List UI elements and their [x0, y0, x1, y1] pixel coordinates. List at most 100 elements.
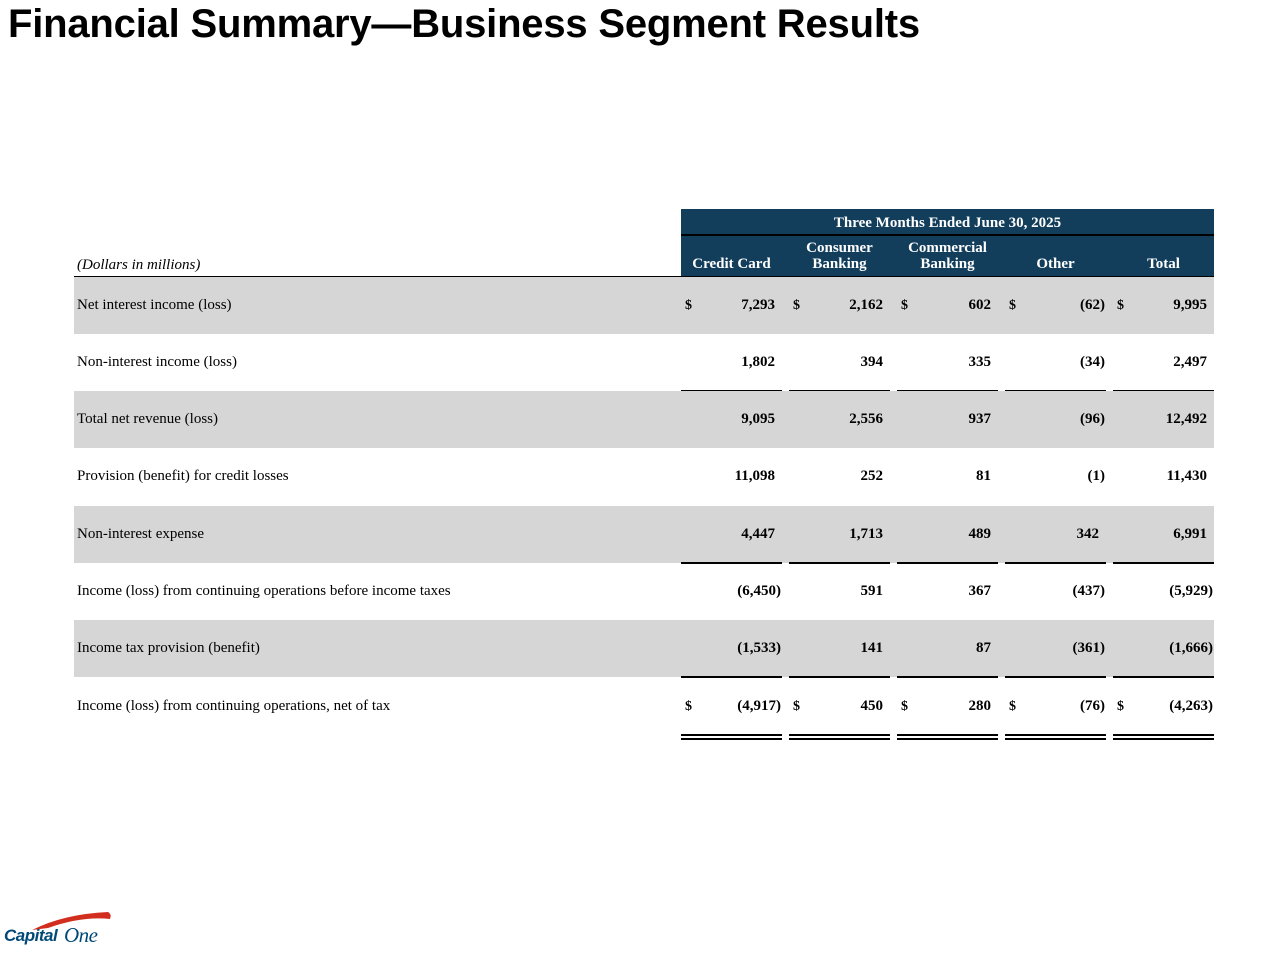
- total-rule: [681, 562, 782, 564]
- table-row: Income tax provision (benefit) (1,533) 141…: [74, 620, 1214, 677]
- row-label: Non-interest income (loss): [77, 354, 237, 370]
- value-cell: 4,447: [741, 526, 775, 542]
- value-cell: 367: [968, 583, 992, 599]
- value-cell: (4,917): [737, 698, 781, 714]
- column-gap: [891, 236, 897, 277]
- column-header-line2: Banking: [920, 256, 975, 272]
- value-cell: 450: [860, 698, 884, 714]
- value-cell: (437): [1072, 583, 1106, 599]
- row-label: Net interest income (loss): [77, 297, 232, 313]
- dollar-sign: $: [685, 699, 692, 714]
- table-row: Income (loss) from continuing operations…: [74, 678, 1214, 735]
- value-cell: 2,556: [849, 411, 883, 427]
- column-header-line2: Banking: [812, 256, 867, 272]
- value-cell: 2,162: [849, 297, 883, 313]
- value-cell: 252: [860, 468, 884, 484]
- value-cell: 11,430: [1166, 468, 1207, 484]
- column-header-total: Total: [1113, 240, 1214, 272]
- column-header-credit-card: Credit Card: [681, 240, 782, 272]
- units-label: (Dollars in millions): [77, 257, 201, 273]
- value-cell: 7,293: [741, 297, 775, 313]
- dollar-sign: $: [1009, 298, 1016, 313]
- total-rule: [897, 734, 998, 736]
- table-row: Provision (benefit) for credit losses 11,…: [74, 448, 1214, 505]
- column-header-line1: Consumer: [806, 240, 873, 256]
- total-rule-double: [1113, 738, 1214, 740]
- svg-text:One: One: [64, 923, 98, 947]
- dollar-sign: $: [1117, 298, 1124, 313]
- period-header: Three Months Ended June 30, 2025: [681, 209, 1214, 234]
- column-gap: [783, 236, 789, 277]
- table-row: Non-interest expense 4,447 1,713 489 342 6,99…: [74, 506, 1214, 563]
- value-cell: (1,666): [1169, 640, 1213, 656]
- row-label: Income (loss) from continuing operations…: [77, 698, 391, 714]
- column-header-line2: Total: [1147, 256, 1180, 272]
- total-rule: [789, 734, 890, 736]
- value-cell: 1,802: [741, 354, 775, 370]
- total-rule: [1113, 676, 1214, 678]
- header-divider: [681, 234, 1214, 236]
- value-cell: 1,713: [849, 526, 883, 542]
- column-header-band: [681, 236, 1214, 277]
- column-header-line1: [1113, 240, 1214, 256]
- total-rule: [1005, 562, 1106, 564]
- row-label: Total net revenue (loss): [77, 411, 218, 427]
- value-cell: 280: [968, 698, 992, 714]
- total-rule: [897, 676, 998, 678]
- column-header-consumer-banking: Consumer Banking: [789, 240, 890, 272]
- total-rule: [681, 676, 782, 678]
- value-cell: (361): [1072, 640, 1106, 656]
- dollar-sign: $: [1009, 699, 1016, 714]
- value-cell: 6,991: [1173, 526, 1207, 542]
- value-cell: 335: [968, 354, 992, 370]
- value-cell: 342: [1076, 526, 1100, 542]
- dollar-sign: $: [793, 699, 800, 714]
- total-rule: [1113, 734, 1214, 736]
- column-gap: [1107, 236, 1113, 277]
- total-rule: [1005, 676, 1106, 678]
- total-rule-double: [1005, 738, 1106, 740]
- value-cell: (34): [1080, 354, 1105, 370]
- value-cell: 11,098: [734, 468, 775, 484]
- total-rule: [1005, 734, 1106, 736]
- value-cell: 937: [968, 411, 992, 427]
- value-cell: 394: [860, 354, 884, 370]
- total-rule: [789, 562, 890, 564]
- value-cell: (4,263): [1169, 698, 1213, 714]
- total-rule-double: [681, 738, 782, 740]
- value-cell: 81: [976, 468, 991, 484]
- value-cell: (1,533): [737, 640, 781, 656]
- svg-text:Capital: Capital: [4, 926, 59, 945]
- column-header-line1: Commercial: [908, 240, 987, 256]
- dollar-sign: $: [1117, 699, 1124, 714]
- value-cell: 12,492: [1165, 411, 1207, 427]
- value-cell: 9,995: [1173, 297, 1207, 313]
- column-header-commercial-banking: Commercial Banking: [897, 240, 998, 272]
- dollar-sign: $: [793, 298, 800, 313]
- total-rule: [1113, 562, 1214, 564]
- value-cell: (6,450): [737, 583, 781, 599]
- value-cell: (96): [1080, 411, 1105, 427]
- column-header-line2: Other: [1036, 256, 1075, 272]
- dollar-sign: $: [685, 298, 692, 313]
- value-cell: 602: [968, 297, 992, 313]
- value-cell: 2,497: [1173, 354, 1207, 370]
- row-label: Income tax provision (benefit): [77, 640, 260, 656]
- capital-one-logo: Capital One: [4, 912, 111, 947]
- value-cell: (62): [1080, 297, 1105, 313]
- total-rule-double: [897, 738, 998, 740]
- table-row: Income (loss) from continuing operations…: [74, 563, 1214, 620]
- dollar-sign: $: [901, 699, 908, 714]
- value-cell: (1): [1087, 468, 1106, 484]
- value-cell: 591: [860, 583, 884, 599]
- total-rule: [681, 734, 782, 736]
- page-title: Financial Summary—Business Segment Resul…: [8, 2, 920, 46]
- column-header-line2: Credit Card: [692, 256, 771, 272]
- column-header-other: Other: [1005, 240, 1106, 272]
- column-gap: [999, 236, 1005, 277]
- value-cell: (5,929): [1169, 583, 1213, 599]
- row-label: Provision (benefit) for credit losses: [77, 468, 289, 484]
- row-label: Non-interest expense: [77, 526, 205, 542]
- value-cell: 489: [968, 526, 992, 542]
- value-cell: 87: [976, 640, 991, 656]
